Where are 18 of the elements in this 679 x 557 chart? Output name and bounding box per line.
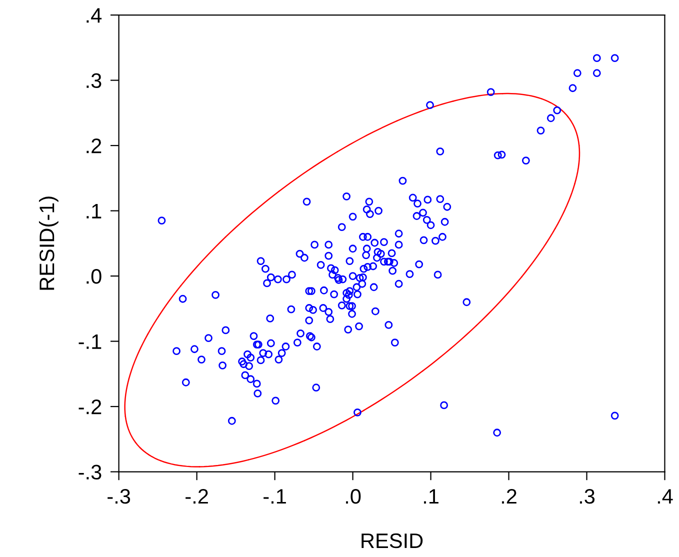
y-tick-label: -.1: [78, 334, 102, 349]
y-tick-label: .4: [86, 8, 102, 23]
y-axis-title: RESID(-1): [38, 196, 58, 290]
y-tick-label: -.3: [78, 464, 102, 480]
x-tick-label: .3: [580, 488, 595, 504]
x-tick-label: .1: [424, 489, 438, 504]
x-tick-label: .0: [346, 488, 361, 504]
x-tick-label: .4: [658, 489, 673, 504]
x-tick-label: -.1: [264, 489, 286, 504]
y-tick-label: .0: [86, 269, 102, 284]
x-tick-label: -.3: [108, 488, 130, 504]
y-tick-label: .1: [86, 204, 102, 218]
y-tick-label: .3: [86, 73, 102, 88]
x-tick-label: .2: [502, 488, 516, 504]
x-axis-title: RESID: [362, 533, 423, 548]
y-tick-label: .2: [86, 138, 102, 154]
x-tick-label: -.2: [186, 488, 208, 504]
y-tick-label: -.2: [78, 400, 102, 414]
